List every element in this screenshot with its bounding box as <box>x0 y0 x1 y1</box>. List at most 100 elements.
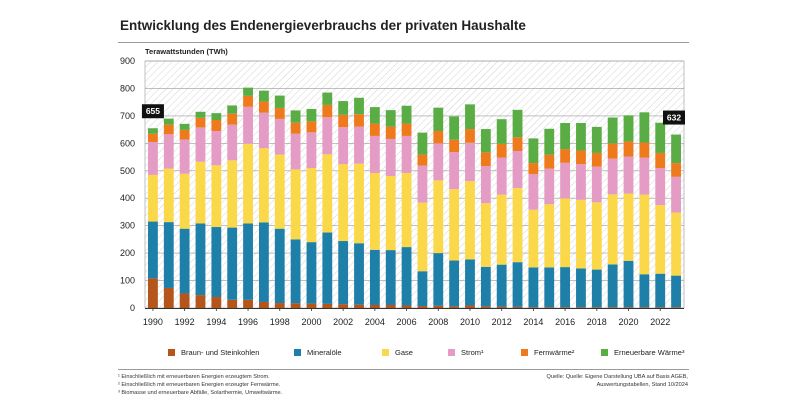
bar-segment <box>274 154 285 229</box>
bar-segment <box>258 148 269 223</box>
bar-segment <box>576 307 586 308</box>
bar-segment <box>544 204 555 268</box>
bar-segment <box>496 119 507 144</box>
footnote-1: ¹ Einschließlich mit erneuerbaren Energi… <box>118 374 270 380</box>
bar-segment <box>195 223 206 296</box>
bar-segment <box>560 123 571 150</box>
bar-segment <box>195 117 206 128</box>
bar-segment <box>195 127 206 162</box>
bar-segment <box>480 166 491 204</box>
bar-segment <box>369 123 380 136</box>
bar-segment <box>544 128 555 155</box>
plot-background <box>144 60 685 309</box>
bar-segment <box>512 109 523 138</box>
bar-segment <box>338 304 349 308</box>
bar-segment <box>623 156 634 194</box>
bar-segment <box>401 305 412 308</box>
bar-segment <box>560 149 571 163</box>
bar-segment <box>385 138 396 176</box>
bar-segment <box>417 154 428 166</box>
bar-segment <box>290 122 301 134</box>
bar-segment <box>148 128 158 134</box>
bar-segment <box>401 247 412 306</box>
bar-segment <box>179 228 190 294</box>
legend-item: Fernwärme² <box>521 348 574 357</box>
footnotes: ¹ Einschließlich mit erneuerbaren Energi… <box>118 374 282 397</box>
bar-segment <box>591 126 602 153</box>
bar-segment <box>671 307 681 308</box>
value-callout-box <box>141 104 164 119</box>
bar-segment <box>227 227 238 300</box>
bar-segment <box>322 117 333 155</box>
bar-segment <box>623 307 634 308</box>
bar-segment <box>480 266 491 307</box>
bar-segment <box>290 169 301 240</box>
bar-segment <box>369 304 380 308</box>
y-tick-label: 400 <box>120 193 135 203</box>
bar-segment <box>385 175 396 251</box>
bar-segment <box>401 105 412 124</box>
x-tick-label: 2010 <box>460 317 480 327</box>
bar-segment <box>449 116 460 140</box>
bar-segment <box>179 293 190 308</box>
bar-segment <box>433 305 444 308</box>
bar-segment <box>528 307 539 308</box>
bar-segment <box>496 157 507 195</box>
bar-segment <box>671 163 681 177</box>
bar-segment <box>148 174 158 222</box>
bar-segment <box>465 181 475 260</box>
bar-segment <box>322 154 333 233</box>
bar-segment <box>401 123 412 136</box>
bar-segment <box>354 304 364 308</box>
bar-segment <box>607 143 618 159</box>
bar-segment <box>306 121 317 133</box>
legend-item: Braun- und Steinkohlen <box>168 348 259 357</box>
bar-segment <box>496 306 507 308</box>
bar-segment <box>480 152 491 167</box>
bar-segment <box>496 264 507 307</box>
legend-swatch <box>168 349 175 356</box>
bar-segment <box>576 164 586 200</box>
bar-segment <box>243 106 253 144</box>
bar-segment <box>274 303 285 308</box>
bar-segment <box>243 299 253 308</box>
legend-item: Gase <box>382 348 413 357</box>
bar-segment <box>591 202 602 270</box>
bar-segment <box>195 111 206 118</box>
x-tick-labels: 1990 1992 1994 1996 1998 2000 2002 2004 2006 2008… <box>143 308 670 327</box>
bar-segment <box>163 222 174 288</box>
bar-segment <box>465 129 475 143</box>
bar-segment <box>401 135 412 173</box>
bar-segment <box>591 307 602 308</box>
x-tick-label: 2000 <box>301 317 321 327</box>
x-tick-label: 2002 <box>333 317 353 327</box>
bar-segment <box>385 250 396 305</box>
x-tick-label: 2008 <box>428 317 448 327</box>
chart-title: Entwicklung des Endenergieverbrauchs der… <box>120 18 526 33</box>
bar-segment <box>449 152 460 190</box>
bar-segment <box>433 130 444 144</box>
bar-segment <box>243 95 253 107</box>
bar-segment <box>354 126 364 164</box>
bar-segment <box>607 194 618 265</box>
bar-segment <box>227 113 238 125</box>
bar-segment <box>560 267 571 308</box>
bar-segment <box>433 180 444 254</box>
legend-item: Strom¹ <box>448 348 484 357</box>
bar-segment <box>417 132 428 155</box>
bar-segment <box>274 118 285 155</box>
bar-segment <box>385 304 396 308</box>
bar-segment <box>211 227 222 298</box>
bar-segment <box>385 126 396 139</box>
bar-segment <box>243 143 253 224</box>
bar-segment <box>623 260 634 308</box>
footnote-2: ² Einschließlich mit erneuerbaren Energi… <box>118 381 281 388</box>
bar-segment <box>163 168 174 223</box>
bar-segment <box>258 112 269 149</box>
bar-segment <box>512 151 523 189</box>
bar-segment <box>354 114 364 127</box>
bar-segment <box>528 209 539 268</box>
bar-segment <box>148 278 158 308</box>
bar-segment <box>560 162 571 199</box>
bar-segment <box>354 243 364 305</box>
